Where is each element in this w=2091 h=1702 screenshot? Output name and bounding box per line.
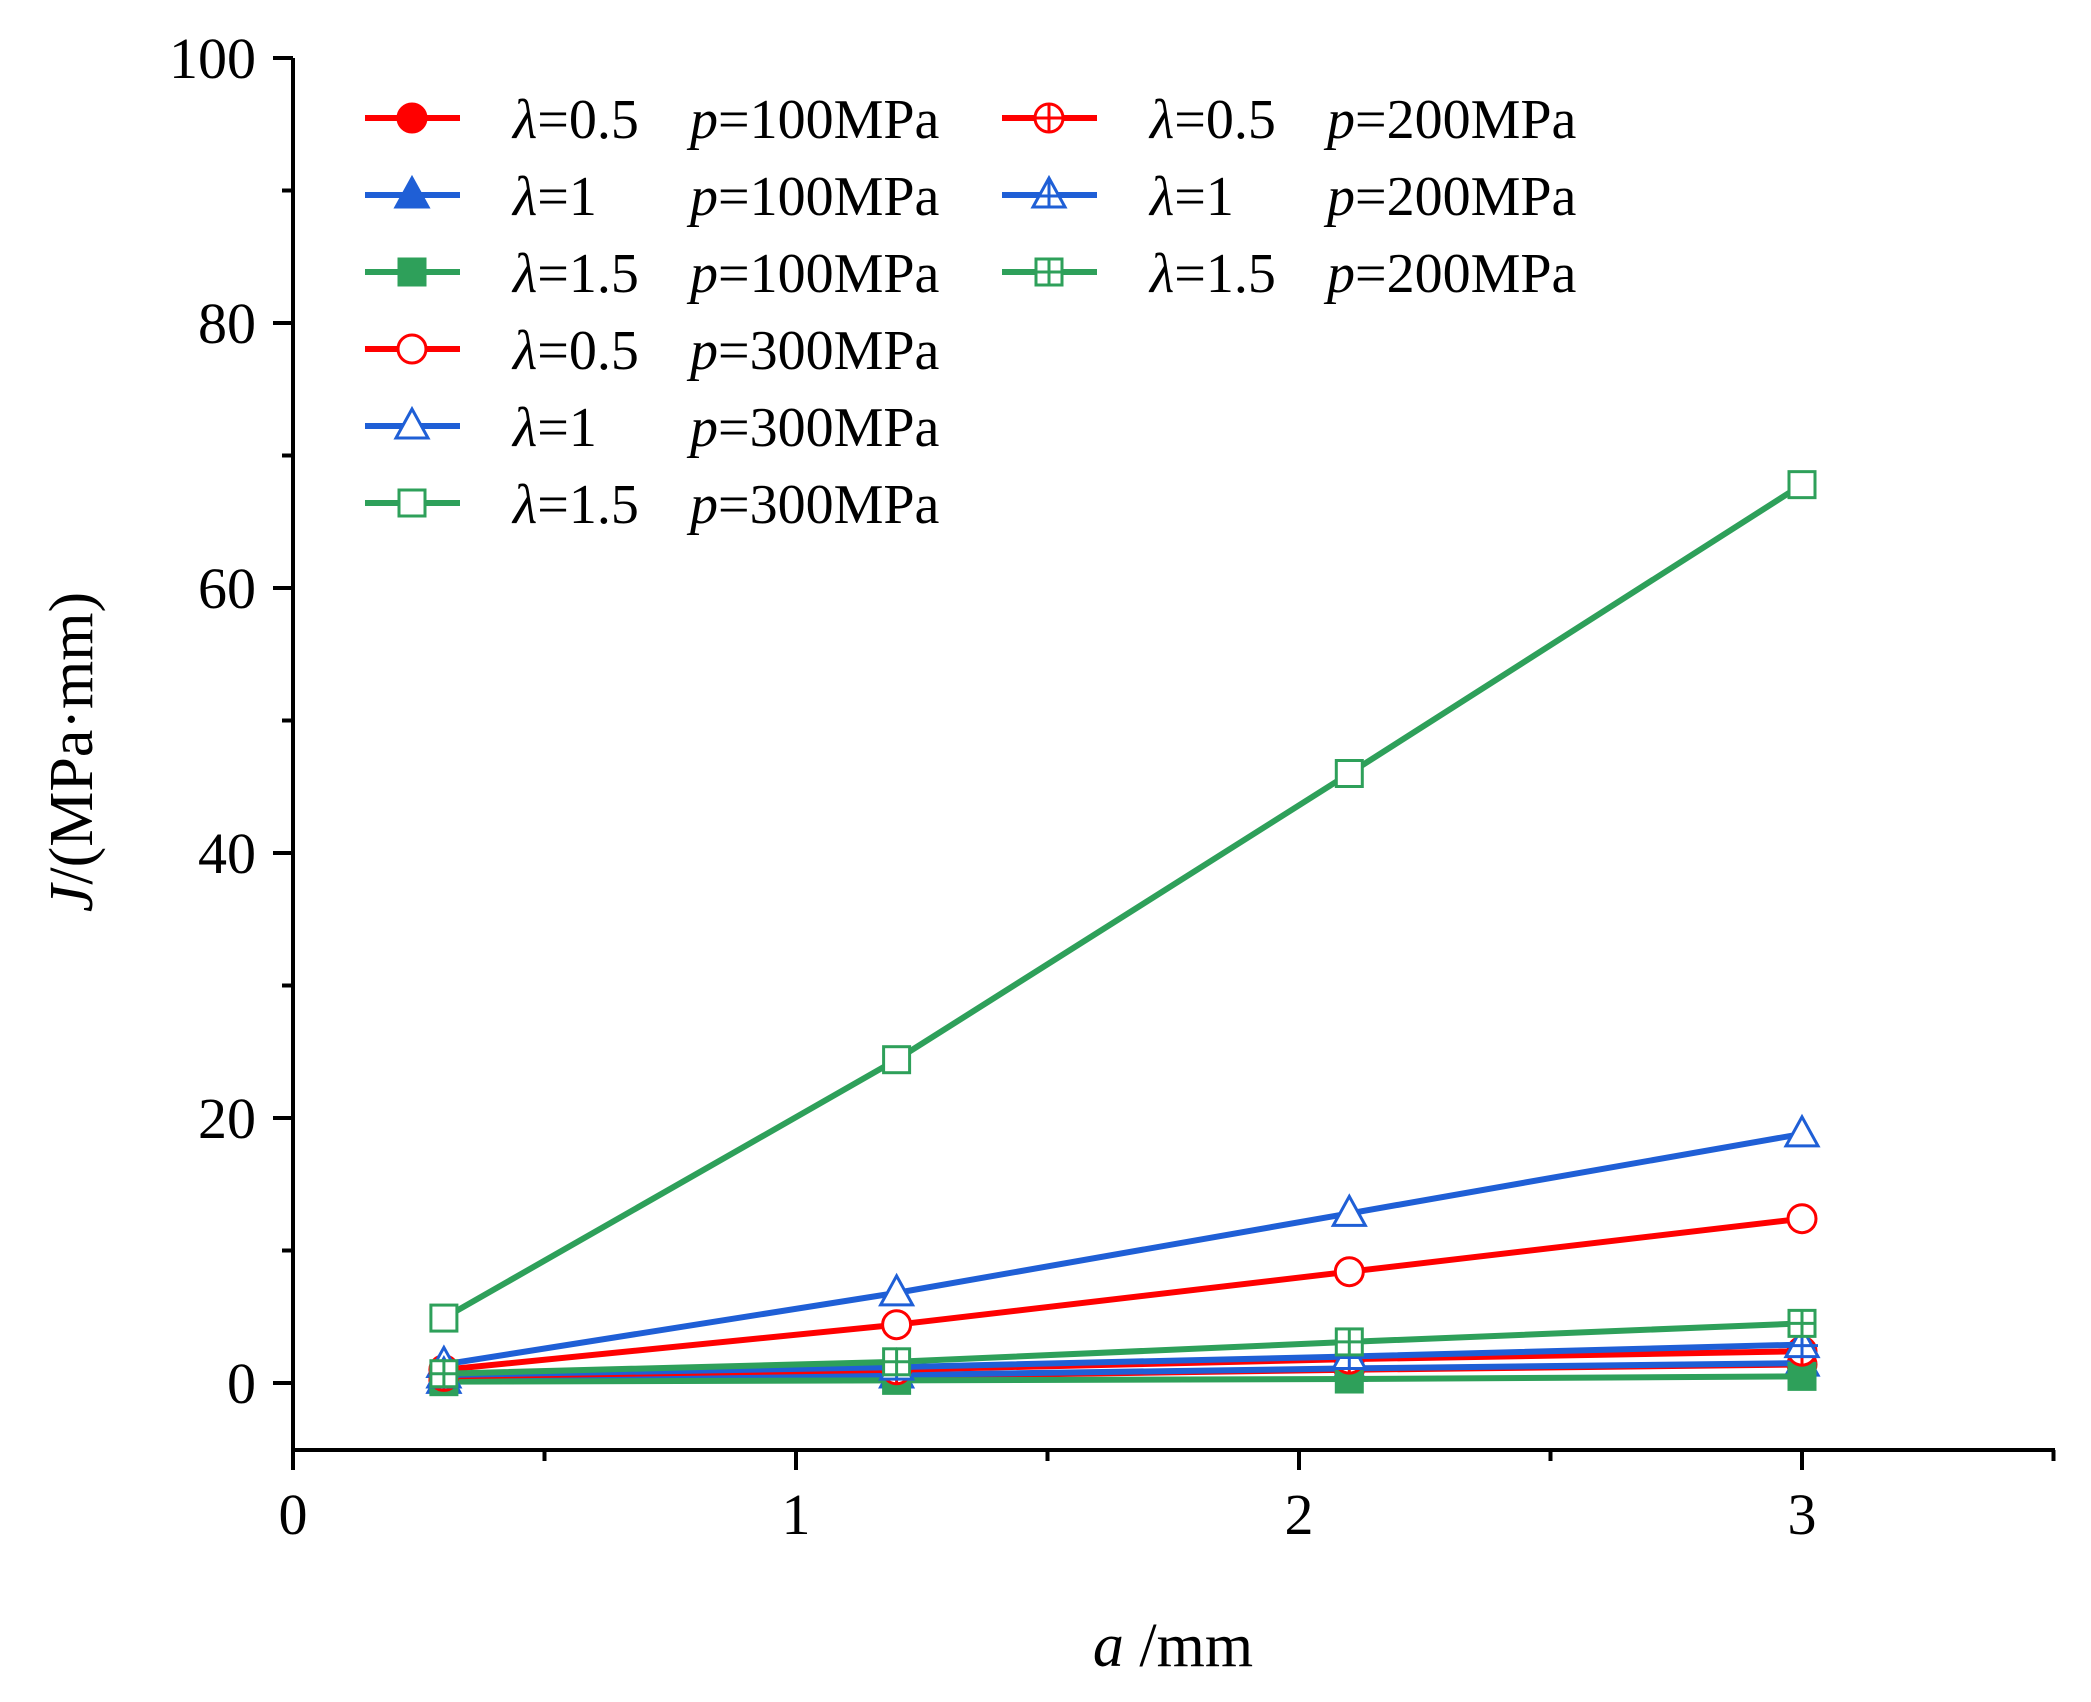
data-point-s4-1 (881, 1309, 913, 1341)
series-line-s5 (443, 1130, 1803, 1368)
y-axis-title: J/(MPa·mm) (38, 592, 106, 912)
legend-marker-s8 (1030, 174, 1068, 209)
y-tick-label: 40 (198, 821, 256, 886)
series-s9 (429, 1308, 1817, 1389)
data-point-s6-2 (1334, 759, 1364, 788)
legend-label: λ=1 p=300MPa (511, 397, 940, 459)
legend-label: λ=0.5 p=200MPa (1148, 89, 1577, 151)
data-point-s5-1 (878, 1272, 916, 1307)
legend-item-s7: λ=0.5 p=200MPa (1002, 89, 1577, 151)
legend-marker-s9 (1034, 257, 1064, 287)
data-point-s3-3 (1787, 1361, 1817, 1391)
series-s6 (429, 470, 1817, 1333)
axes (291, 58, 2055, 1452)
legend-item-s8: λ=1 p=200MPa (1002, 166, 1577, 228)
series-line-s4 (443, 1215, 1803, 1373)
legend-marker-s2 (393, 174, 431, 209)
legend-label: λ=0.5 p=300MPa (511, 320, 940, 382)
legend-label: λ=1 p=100MPa (511, 166, 940, 228)
data-point-s4-3 (1786, 1203, 1818, 1235)
legend-label: λ=1.5 p=100MPa (511, 243, 940, 305)
data-point-s6-0 (429, 1303, 459, 1333)
x-tick-label: 0 (279, 1482, 308, 1547)
series-line-s3 (443, 1373, 1803, 1385)
legend-label: λ=1.5 p=200MPa (1148, 243, 1577, 305)
legend-item-s6: λ=1.5 p=300MPa (365, 474, 940, 536)
series-line-s2 (443, 1360, 1803, 1384)
data-point-s5-3 (1783, 1113, 1821, 1148)
series-line-s6 (442, 482, 1804, 1321)
data-point-s9-2 (1334, 1327, 1364, 1357)
legend-item-s9: λ=1.5 p=200MPa (1002, 243, 1577, 305)
y-tick-label: 0 (227, 1351, 256, 1416)
y-tick-label: 60 (198, 556, 256, 621)
legend-marker-s5 (393, 405, 431, 440)
legend-marker-s4 (396, 333, 428, 365)
data-point-s5-2 (1330, 1193, 1368, 1227)
data-point-s6-3 (1787, 470, 1817, 500)
legend-item-s4: λ=0.5 p=300MPa (365, 320, 940, 382)
legend-item-s1: λ=0.5 p=100MPa (365, 89, 940, 151)
series-line-s8 (443, 1341, 1803, 1379)
legend-marker-s6 (397, 488, 427, 518)
legend-marker-s3 (397, 257, 427, 287)
data-point-s4-2 (1333, 1256, 1365, 1288)
legend-marker-s1 (396, 102, 428, 134)
y-tick-label: 20 (198, 1086, 256, 1151)
series-s5 (425, 1113, 1821, 1378)
data-point-s9-1 (882, 1347, 912, 1377)
legend-label: λ=1.5 p=300MPa (511, 474, 940, 536)
y-tick-label: 100 (169, 26, 256, 91)
ticks: 0 1 2 3 0 20 40 60 80 100 (169, 26, 2056, 1547)
legend-label: λ=1 p=200MPa (1148, 166, 1577, 228)
plot-lines (425, 470, 1821, 1397)
legend-marker-s7 (1033, 102, 1065, 134)
series-line-s9 (443, 1320, 1803, 1377)
legend-item-s3: λ=1.5 p=100MPa (365, 243, 940, 305)
data-point-s6-1 (882, 1045, 912, 1075)
x-tick-label: 2 (1285, 1482, 1314, 1547)
x-axis-title: a /mm (1093, 1612, 1253, 1680)
series-s4 (428, 1203, 1818, 1386)
legend: λ=0.5 p=100MPa λ=1 p=100MPa λ=1.5 p=100MPa λ=0… (365, 89, 1577, 536)
x-tick-label: 3 (1788, 1482, 1817, 1547)
legend-label: λ=0.5 p=100MPa (511, 89, 940, 151)
x-tick-label: 1 (782, 1482, 811, 1547)
data-point-s9-0 (429, 1359, 459, 1389)
data-point-s9-3 (1787, 1308, 1817, 1338)
legend-item-s5: λ=1 p=300MPa (365, 397, 940, 459)
legend-item-s2: λ=1 p=100MPa (365, 166, 940, 228)
y-tick-label: 80 (198, 291, 256, 356)
